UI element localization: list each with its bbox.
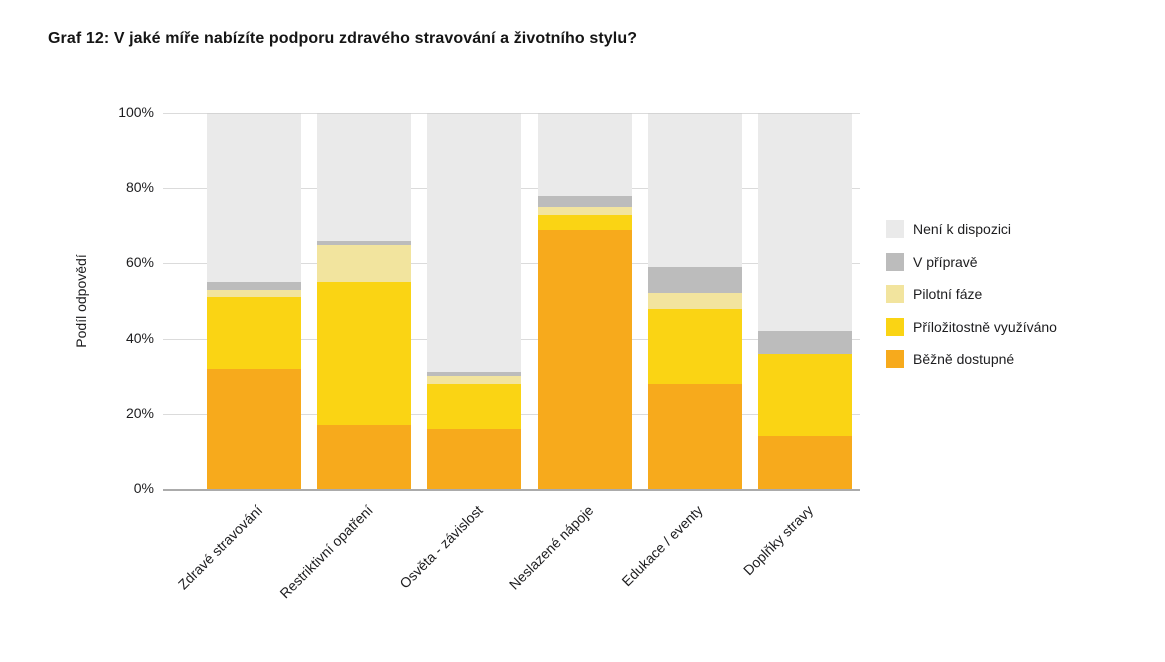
legend-item: Pilotní fáze — [886, 285, 1057, 303]
x-category-label: Neslazené nápoje — [505, 502, 596, 593]
legend-label: Běžně dostupné — [913, 351, 1015, 367]
bar-1 — [207, 113, 301, 489]
bar-segment — [758, 353, 852, 437]
bar-segment — [647, 293, 742, 309]
bar-segment — [427, 372, 522, 377]
legend: Není k dispozici V přípravě Pilotní fáze Př… — [886, 220, 1057, 383]
bar-segment — [207, 368, 301, 489]
bar-segment — [317, 240, 412, 245]
legend-item: Běžně dostupné — [886, 350, 1057, 368]
legend-item: Není k dispozici — [886, 220, 1057, 238]
bar-3 — [427, 113, 522, 489]
bar-segment — [647, 383, 742, 489]
legend-swatch — [886, 220, 904, 238]
chart-title: Graf 12: V jaké míře nabízíte podporu zd… — [48, 30, 638, 47]
bar-segment — [317, 425, 412, 489]
bar-2 — [317, 113, 412, 489]
plot-area — [163, 113, 860, 491]
legend-label: Pilotní fáze — [913, 286, 983, 302]
y-tick-label: 100% — [118, 104, 154, 120]
bar-6 — [758, 113, 852, 489]
bar-segment — [758, 436, 852, 489]
bar-segment — [427, 428, 522, 489]
bar-segment — [427, 383, 522, 429]
legend-label: Příložitostně využíváno — [913, 318, 1057, 335]
bar-segment — [758, 331, 852, 354]
legend-item: V přípravě — [886, 252, 1057, 271]
y-tick-label: 40% — [125, 329, 154, 346]
bar-segment — [207, 297, 301, 369]
bar-segment — [758, 113, 852, 332]
x-category-label: Zdravé stravování — [174, 502, 266, 593]
bar-5 — [647, 113, 742, 489]
bar-segment — [537, 206, 632, 215]
y-tick-label: 20% — [125, 404, 154, 421]
legend-item: Příložitostně využíváno — [886, 317, 1057, 336]
bar-segment — [427, 376, 522, 384]
bar-segment — [207, 113, 301, 283]
x-category-label: Doplňky stravy — [740, 502, 817, 579]
legend-label: Není k dispozici — [913, 221, 1012, 237]
legend-swatch — [886, 252, 904, 271]
legend-swatch — [886, 350, 904, 368]
x-category-label: Restriktivní opatření — [276, 502, 376, 602]
x-category-label: Osvěta - závislost — [396, 502, 486, 592]
y-tick-label: 80% — [125, 179, 154, 196]
bar-segment — [317, 113, 412, 241]
bar-segment — [647, 267, 742, 294]
legend-swatch — [886, 317, 904, 336]
bar-segment — [207, 282, 301, 290]
legend-swatch — [886, 285, 904, 303]
x-category-label: Edukace / eventy — [618, 502, 707, 590]
bar-segment — [537, 113, 632, 196]
bar-segment — [537, 229, 632, 489]
y-tick-label: 60% — [125, 254, 154, 271]
bar-segment — [647, 113, 742, 268]
bar-segment — [647, 308, 742, 384]
bar-segment — [317, 282, 412, 426]
bar-segment — [537, 195, 632, 207]
bar-4 — [537, 113, 632, 489]
bar-segment — [427, 113, 522, 373]
legend-label: V přípravě — [913, 253, 978, 270]
y-tick-label: 0% — [133, 480, 154, 496]
bar-segment — [537, 214, 632, 230]
bar-segment — [317, 244, 412, 283]
bar-segment — [207, 289, 301, 298]
